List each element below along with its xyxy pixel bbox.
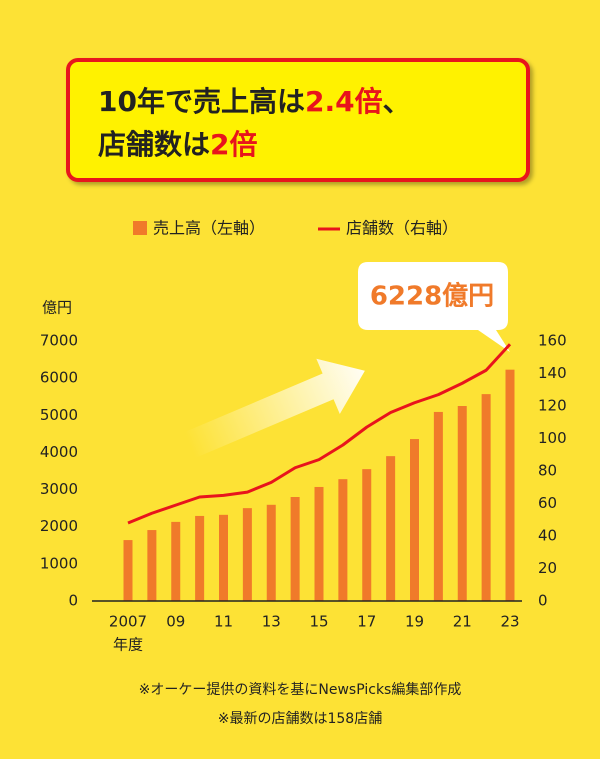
y-tick-label: 0 (68, 592, 78, 610)
bar (505, 369, 515, 601)
y-tick-label: 3000 (40, 480, 78, 498)
y2-tick-label: 80 (538, 462, 557, 480)
bar (266, 504, 276, 601)
bar (457, 406, 467, 601)
x-tick-label: 21 (453, 613, 472, 631)
bar (410, 439, 419, 601)
bar (386, 456, 396, 601)
y2-tick-label: 60 (538, 494, 557, 512)
chart-title: 店舗数は2倍 (98, 128, 258, 161)
y2-tick-label: 0 (538, 592, 548, 610)
y2-tick-label: 40 (538, 527, 557, 545)
y-tick-label: 7000 (40, 332, 78, 350)
chart-title: 10年で売上高は2.4倍、 (98, 85, 411, 118)
x-tick-label: 11 (214, 613, 233, 631)
value-label: 6228億円 (370, 282, 494, 312)
y-tick-label: 4000 (40, 443, 78, 461)
note: ※オーケー提供の資料を基にNewsPicks編集部作成 (139, 681, 462, 698)
bar (147, 530, 157, 601)
bar (314, 486, 324, 601)
bar (123, 540, 133, 601)
bar (433, 411, 443, 601)
bar (219, 514, 228, 601)
x-tick-label: 2007 (109, 613, 147, 631)
line (127, 343, 512, 525)
x-tick-label: 13 (262, 613, 281, 631)
bar (171, 521, 181, 601)
y-tick-label: 2000 (40, 517, 78, 535)
trend-arrow (184, 358, 365, 458)
bar (481, 394, 491, 601)
y2-tick-label: 140 (538, 364, 567, 382)
y-axis-unit: 億円 (42, 299, 72, 317)
x-tick-label: 15 (309, 613, 328, 631)
x-tick-label: 19 (405, 613, 424, 631)
x-tick-label: 09 (166, 613, 185, 631)
bar (338, 479, 348, 601)
y2-tick-label: 20 (538, 559, 557, 577)
bar (362, 469, 372, 601)
callout (358, 262, 510, 352)
y-tick-label: 5000 (40, 406, 78, 424)
y-tick-label: 6000 (40, 369, 78, 387)
bar (195, 515, 205, 601)
y-tick-label: 1000 (40, 554, 78, 572)
legend-label: 店舗数（右軸） (346, 219, 458, 238)
y2-tick-label: 160 (538, 332, 567, 350)
title-box (66, 58, 530, 182)
x-tick-label: 23 (500, 613, 519, 631)
y2-tick-label: 120 (538, 397, 567, 415)
x-axis-unit: 年度 (113, 636, 143, 654)
y2-tick-label: 100 (538, 429, 567, 447)
legend-swatch (133, 221, 147, 235)
note: ※最新の店舗数は158店舗 (218, 711, 382, 727)
bar (290, 497, 300, 601)
legend-label: 売上高（左軸） (153, 219, 265, 238)
bar (242, 508, 252, 601)
x-tick-label: 17 (357, 613, 376, 631)
